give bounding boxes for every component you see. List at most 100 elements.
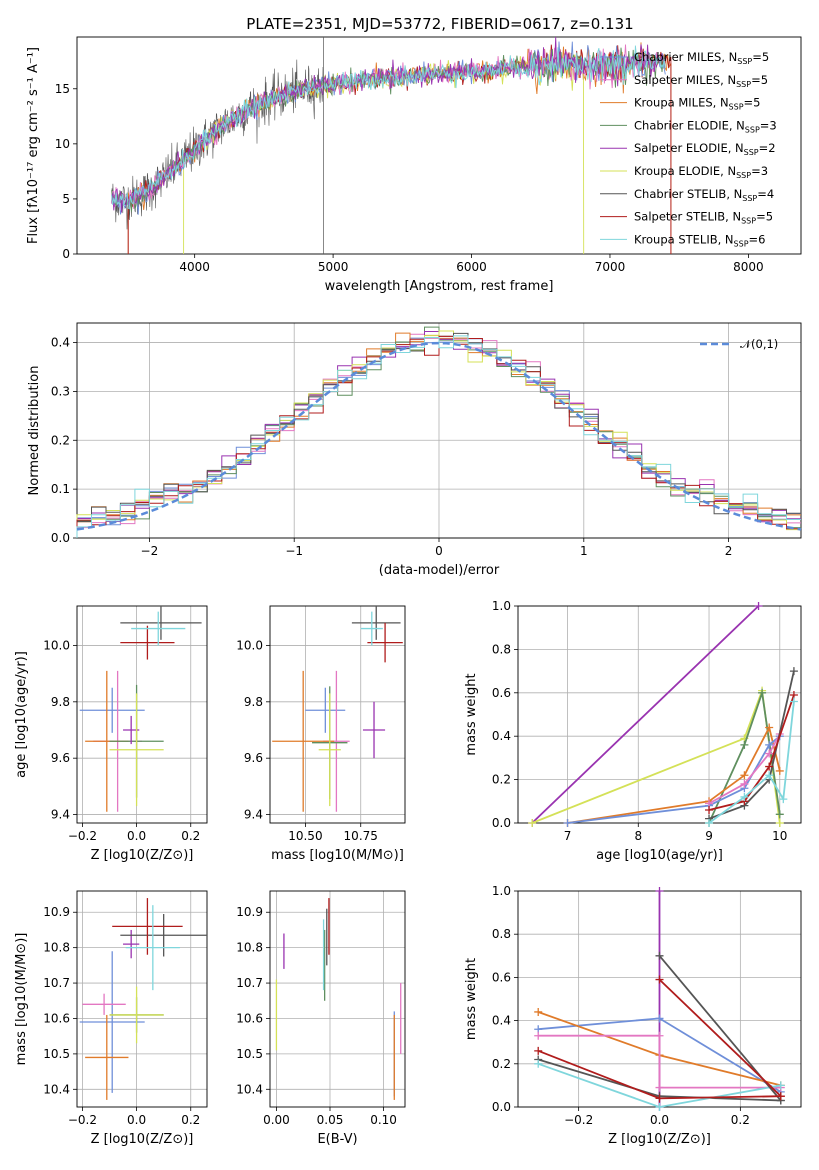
axes-frame bbox=[269, 605, 406, 824]
x-tick-label: 5000 bbox=[318, 260, 349, 274]
x-axis-label: mass [log10(M/M⊙)] bbox=[271, 848, 404, 863]
y-tick-label: 9.6 bbox=[244, 751, 263, 765]
weight-marker bbox=[765, 749, 774, 758]
y-tick-label: 0.3 bbox=[51, 384, 70, 398]
weight-marker bbox=[563, 819, 572, 827]
legend-value: =5 bbox=[744, 96, 761, 110]
x-tick-label: 7000 bbox=[595, 260, 626, 274]
weight-marker bbox=[765, 723, 774, 732]
weight-marker bbox=[655, 1014, 664, 1023]
y-tick-label: 0.6 bbox=[492, 686, 511, 700]
y-tick-label: 10.7 bbox=[43, 976, 70, 990]
legend-subscript: SSP bbox=[736, 171, 751, 180]
legend-value: =5 bbox=[751, 73, 768, 87]
y-tick-label: 10.0 bbox=[43, 638, 70, 652]
panel-residuals: −2 −1 0 1 2 0.0 0.1 0.2 0.3 0.4 (data-model)/error… bbox=[27, 322, 802, 578]
x-tick-label: 8 bbox=[634, 829, 642, 843]
x-tick-label: −0.2 bbox=[68, 829, 97, 843]
x-axis-label: wavelength [Angstrom, rest frame] bbox=[325, 279, 554, 294]
y-tick-label: 10.5 bbox=[43, 1047, 70, 1061]
y-tick-label: 1.0 bbox=[492, 884, 511, 898]
x-tick-label: −2 bbox=[141, 544, 159, 558]
normal-reference-curve bbox=[76, 341, 802, 531]
y-tick-label: 0.4 bbox=[492, 729, 511, 743]
weight-marker bbox=[528, 819, 537, 827]
weight-series-line bbox=[658, 978, 782, 1097]
x-tick-label: 7 bbox=[564, 829, 572, 843]
x-tick-label: 0 bbox=[435, 544, 443, 558]
y-tick-label: 0.0 bbox=[492, 816, 511, 830]
legend-label: Salpeter MILES, NSSP=5 bbox=[634, 73, 768, 89]
y-tick-label: 10.6 bbox=[236, 1011, 263, 1025]
y-tick-label: 9.4 bbox=[244, 808, 263, 822]
x-tick-label: 0.0 bbox=[127, 829, 146, 843]
y-tick-label: 0.0 bbox=[51, 531, 70, 545]
y-tick-label: 10 bbox=[55, 137, 70, 151]
panel-age-vs-mass: 10.50 10.75 9.4 9.6 9.8 10.0 mass [log10(M/M⊙)… bbox=[236, 605, 406, 863]
weight-series-line bbox=[708, 670, 795, 820]
y-tick-label: 10.8 bbox=[43, 941, 70, 955]
weight-marker bbox=[758, 688, 767, 697]
axes-frame bbox=[76, 36, 802, 255]
x-tick-label: 0.0 bbox=[650, 1113, 669, 1127]
y-tick-label: 10.4 bbox=[43, 1082, 70, 1096]
weight-marker bbox=[534, 1059, 543, 1068]
y-tick-label: 0.0 bbox=[492, 1100, 511, 1114]
y-tick-label: 0.8 bbox=[492, 927, 511, 941]
panel-mass-vs-EBV: 0.00 0.05 0.10 10.4 10.5 10.6 10.7 10.8 10.9 E(B-… bbox=[236, 890, 406, 1147]
x-tick-label: 6000 bbox=[456, 260, 487, 274]
weight-marker bbox=[705, 819, 714, 827]
legend-label: Kroupa MILES, NSSP=5 bbox=[634, 96, 760, 112]
figure-title: PLATE=2351, MJD=53772, FIBERID=0617, z=0… bbox=[246, 15, 633, 33]
legend-label: Kroupa ELODIE, NSSP=3 bbox=[634, 164, 768, 180]
legend-subscript: SSP bbox=[737, 57, 752, 66]
x-tick-label: −0.2 bbox=[68, 1113, 97, 1127]
weight-marker bbox=[740, 740, 749, 749]
y-axis-label: mass weight bbox=[464, 673, 479, 755]
weight-marker bbox=[776, 1092, 785, 1101]
weight-marker bbox=[655, 1094, 664, 1103]
x-tick-label: 8000 bbox=[733, 260, 764, 274]
y-tick-label: 10.5 bbox=[236, 1047, 263, 1061]
spectrum-line bbox=[111, 44, 666, 209]
weight-marker bbox=[789, 697, 798, 706]
y-tick-label: 5 bbox=[62, 192, 70, 206]
x-tick-label: 0.0 bbox=[127, 1113, 146, 1127]
panel-spectrum: 4000 5000 6000 7000 8000 0 5 10 15 wavelength [An… bbox=[26, 36, 802, 294]
y-axis-label: mass weight bbox=[464, 958, 479, 1040]
weight-marker bbox=[765, 771, 774, 780]
x-axis-label: Z [log10(Z/Z⊙)] bbox=[608, 1132, 711, 1147]
y-tick-label: 9.8 bbox=[51, 695, 70, 709]
weight-marker bbox=[740, 771, 749, 780]
x-tick-label: 10.50 bbox=[288, 829, 322, 843]
legend-subscript: SSP bbox=[744, 148, 759, 157]
weight-marker bbox=[754, 602, 763, 610]
y-axis-label: age [log10(age/yr)] bbox=[14, 651, 29, 778]
legend-label: Salpeter STELIB, NSSP=5 bbox=[634, 210, 773, 226]
y-tick-label: 1.0 bbox=[492, 599, 511, 613]
y-tick-label: 0.4 bbox=[492, 1014, 511, 1028]
weight-marker bbox=[655, 1031, 664, 1040]
axes-frame bbox=[269, 890, 406, 1108]
weight-marker bbox=[534, 1007, 543, 1016]
weight-marker bbox=[765, 740, 774, 749]
weight-marker bbox=[789, 667, 798, 676]
legend-subscript: SSP bbox=[734, 239, 749, 248]
weight-series-line bbox=[531, 605, 760, 824]
x-tick-label: 0.00 bbox=[263, 1113, 290, 1127]
legend-value: =2 bbox=[759, 141, 776, 155]
legend-value: =3 bbox=[760, 118, 777, 132]
legend-subscript: SSP bbox=[729, 103, 744, 112]
weight-series-line bbox=[708, 733, 781, 805]
x-tick-label: 0.2 bbox=[731, 1113, 750, 1127]
y-tick-label: 0.2 bbox=[492, 1057, 511, 1071]
weight-marker bbox=[740, 792, 749, 801]
legend-label: 𝒩(0,1) bbox=[740, 337, 778, 351]
y-tick-label: 0 bbox=[62, 247, 70, 261]
weight-marker bbox=[775, 766, 784, 775]
y-tick-label: 10.4 bbox=[236, 1082, 263, 1096]
x-tick-label: 1 bbox=[580, 544, 588, 558]
legend-label: Chabrier ELODIE, NSSP=3 bbox=[634, 118, 777, 134]
x-tick-label: 0.2 bbox=[181, 1113, 200, 1127]
legend-value: =6 bbox=[749, 232, 766, 246]
